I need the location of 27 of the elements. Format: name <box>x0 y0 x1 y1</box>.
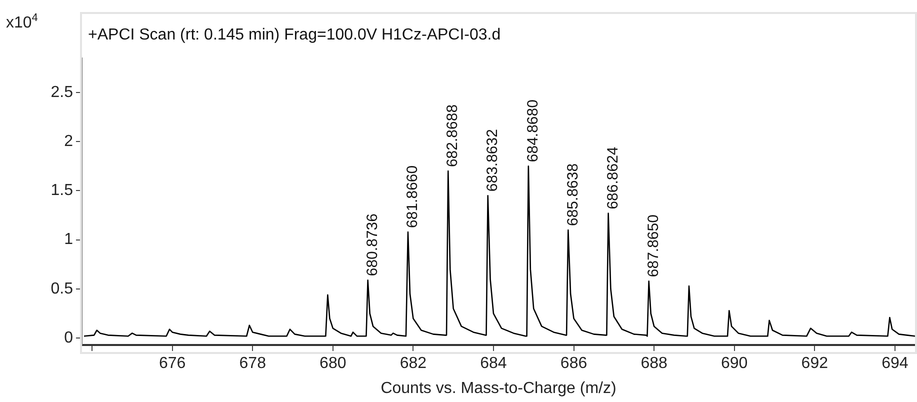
x-tick-label: 690 <box>721 355 748 372</box>
annotation: 685.8638 <box>564 163 582 226</box>
chart-title: +APCI Scan (rt: 0.145 min) Frag=100.0V H1Cz-APCI-03.d <box>88 26 501 44</box>
x-tick-label: 684 <box>480 355 507 372</box>
annotation: 681.8660 <box>404 165 421 228</box>
y-tick-label: 0.5 <box>50 280 74 298</box>
annotation: 686.8624 <box>604 146 622 210</box>
x-tick-label: 676 <box>158 355 186 372</box>
annotation: 682.8688 <box>444 104 462 168</box>
x-tick-label: 688 <box>640 355 668 372</box>
y-tick-label: 1 <box>64 231 74 248</box>
y-tick-label: 1.5 <box>50 182 74 200</box>
x-tick-label: 678 <box>239 355 266 372</box>
y-tick-label: 2.5 <box>50 84 74 101</box>
y-tick-label: 0 <box>64 330 74 347</box>
annotation: 687.8650 <box>644 214 662 278</box>
annotation: 684.8680 <box>524 100 542 162</box>
x-tick-label: 692 <box>801 355 828 372</box>
x-tick-label: 682 <box>400 355 427 372</box>
x-tick-label: 680 <box>320 355 346 372</box>
x-tick-label: 694 <box>882 355 908 372</box>
x-tick-label: 686 <box>560 355 588 372</box>
annotation: 680.8736 <box>364 214 382 276</box>
annotation: 683.8632 <box>484 129 502 192</box>
y-axis-title: x10$^{4}$ <box>6 12 38 32</box>
y-tick-label: 2 <box>64 132 74 150</box>
x-axis-title: Counts vs. Mass-to-Charge (m/z) <box>380 380 616 397</box>
